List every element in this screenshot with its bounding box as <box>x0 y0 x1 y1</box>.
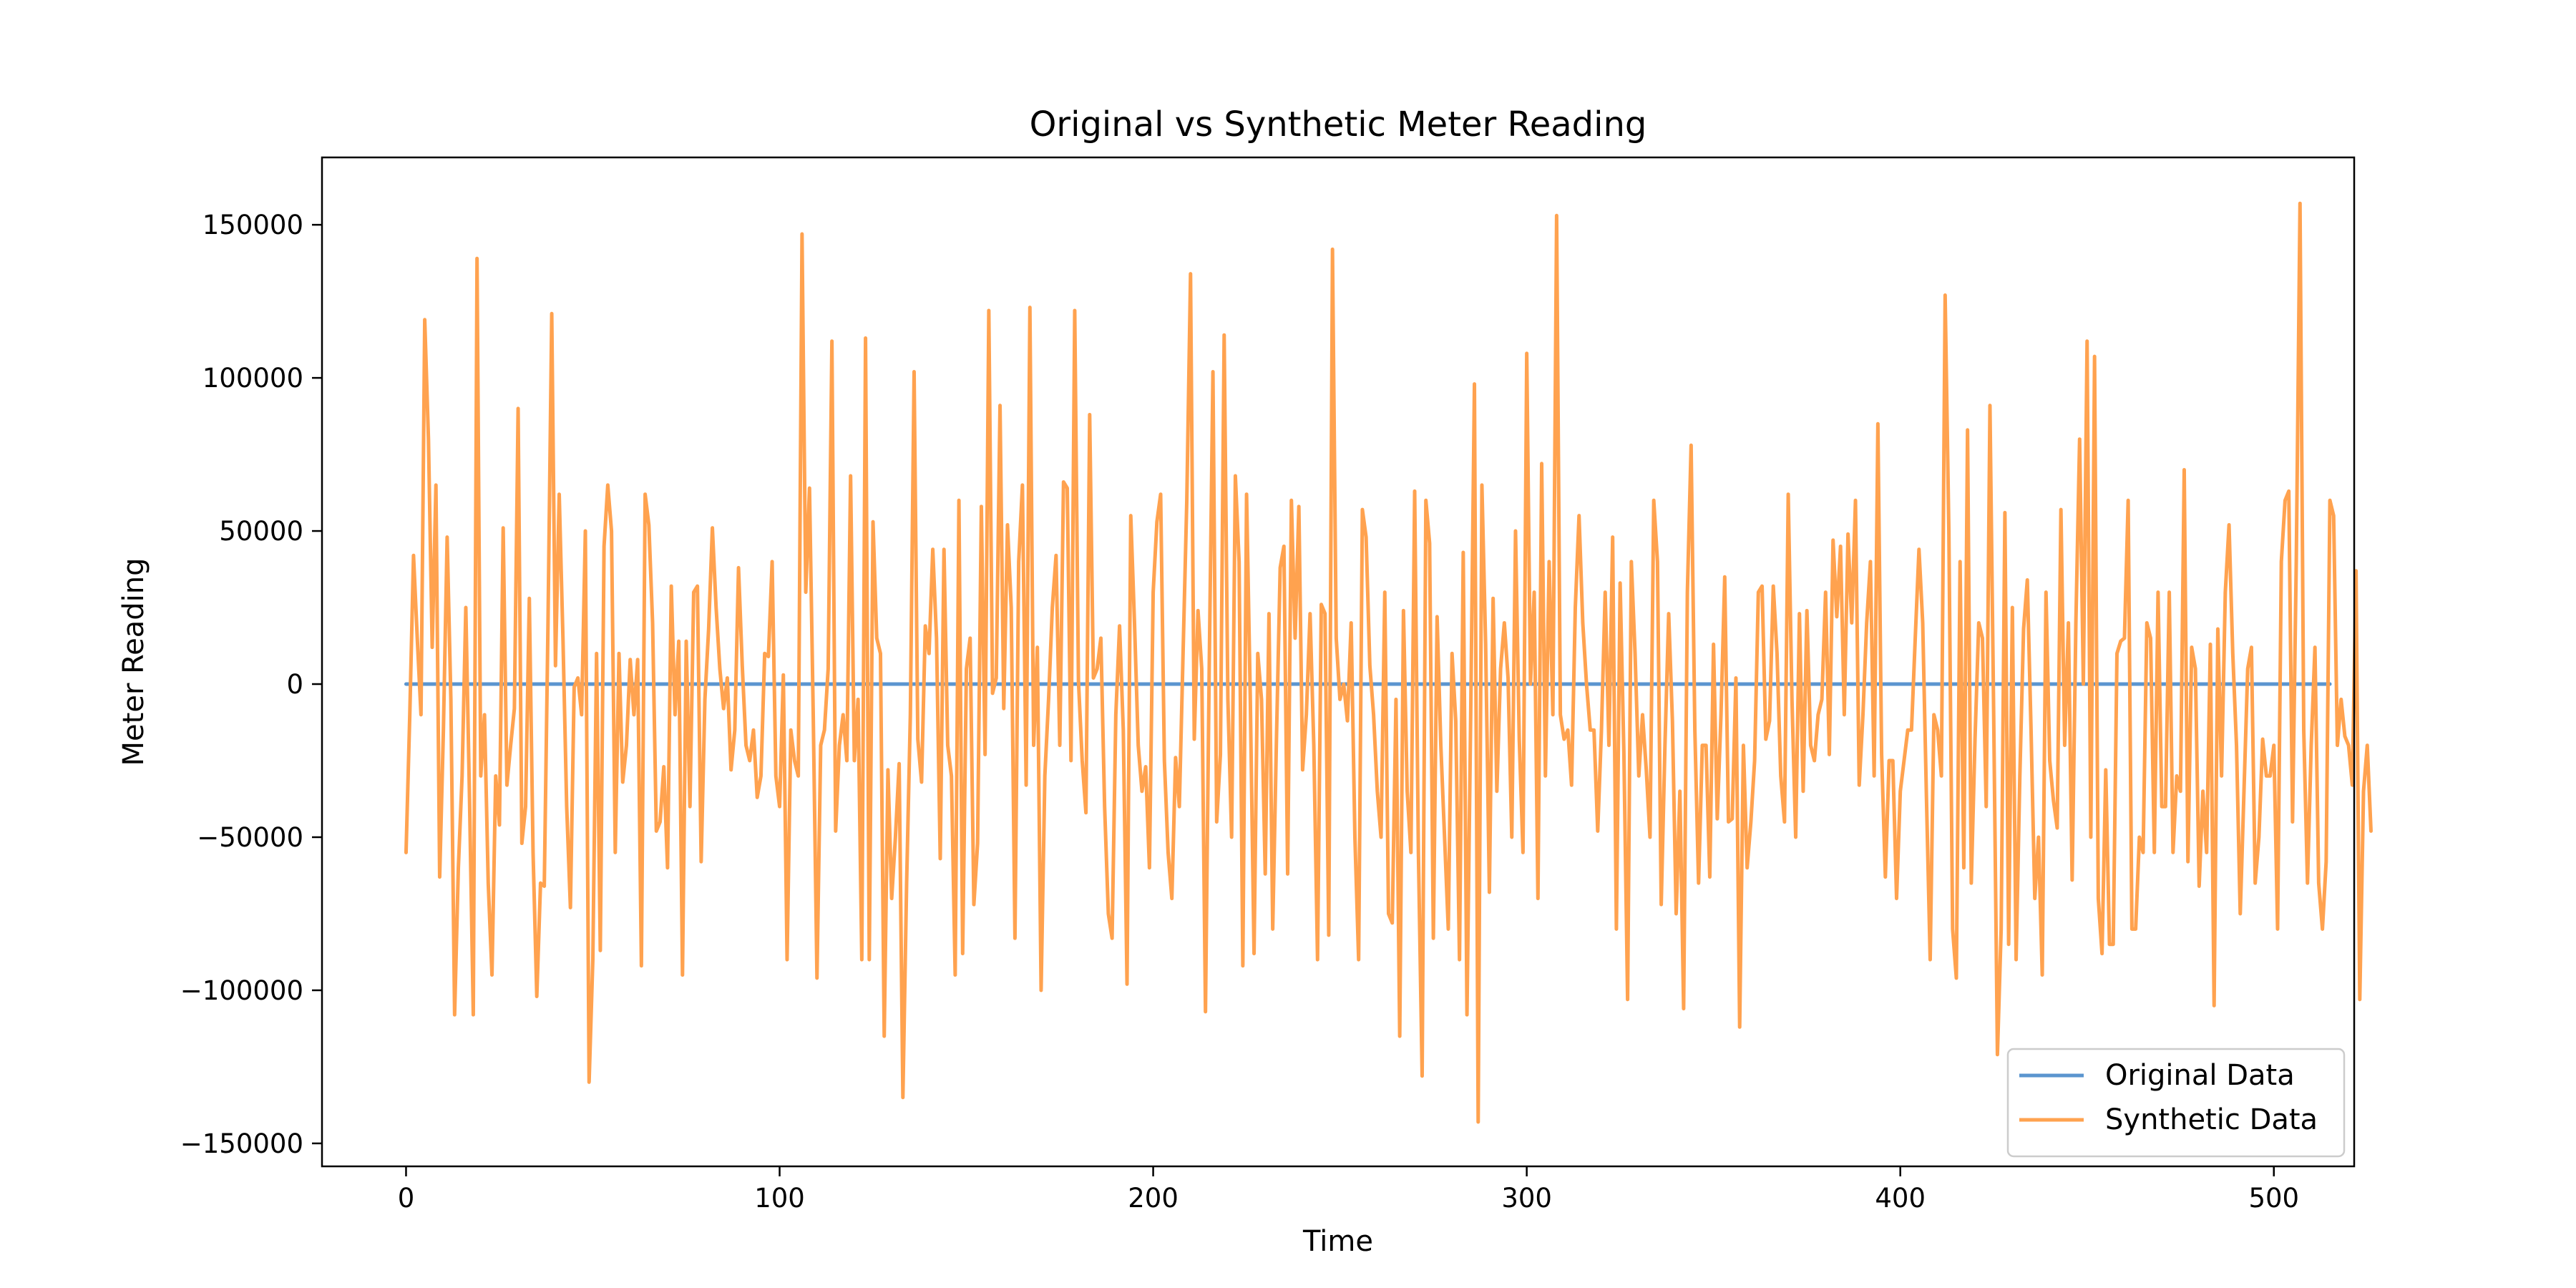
x-tick-label: 300 <box>1501 1183 1552 1214</box>
y-axis: −150000 −100000 −50000 0 50000 100000 150000 <box>180 210 322 1159</box>
y-tick-label: 0 <box>286 669 303 700</box>
x-tick-label: 200 <box>1128 1183 1179 1214</box>
y-tick-label: 100000 <box>203 363 303 394</box>
chart-title: Original vs Synthetic Meter Reading <box>1030 104 1647 145</box>
series-layer <box>404 201 2373 1124</box>
x-axis-title: Time <box>1302 1225 1373 1258</box>
plot-frame <box>321 156 2356 1168</box>
x-axis: 0 100 200 300 400 500 <box>398 1166 2299 1214</box>
x-tick-label: 400 <box>1875 1183 1926 1214</box>
legend-label-original-data: Original Data <box>2105 1059 2295 1092</box>
legend-box <box>2006 1048 2346 1158</box>
y-tick-label: −100000 <box>180 975 303 1006</box>
y-tick-label: 150000 <box>203 210 303 240</box>
y-tick-label: −150000 <box>180 1128 303 1159</box>
y-axis-title: Meter Reading <box>117 558 150 766</box>
series-line-synthetic-data <box>404 201 2373 1124</box>
x-tick-label: 500 <box>2248 1183 2299 1214</box>
x-tick-label: 100 <box>754 1183 805 1214</box>
legend: Original Data Synthetic Data <box>2006 1048 2346 1158</box>
y-tick-label: −50000 <box>197 822 303 853</box>
y-tick-label: 50000 <box>219 516 303 547</box>
legend-label-synthetic-data: Synthetic Data <box>2105 1103 2318 1136</box>
x-tick-label: 0 <box>398 1183 415 1214</box>
